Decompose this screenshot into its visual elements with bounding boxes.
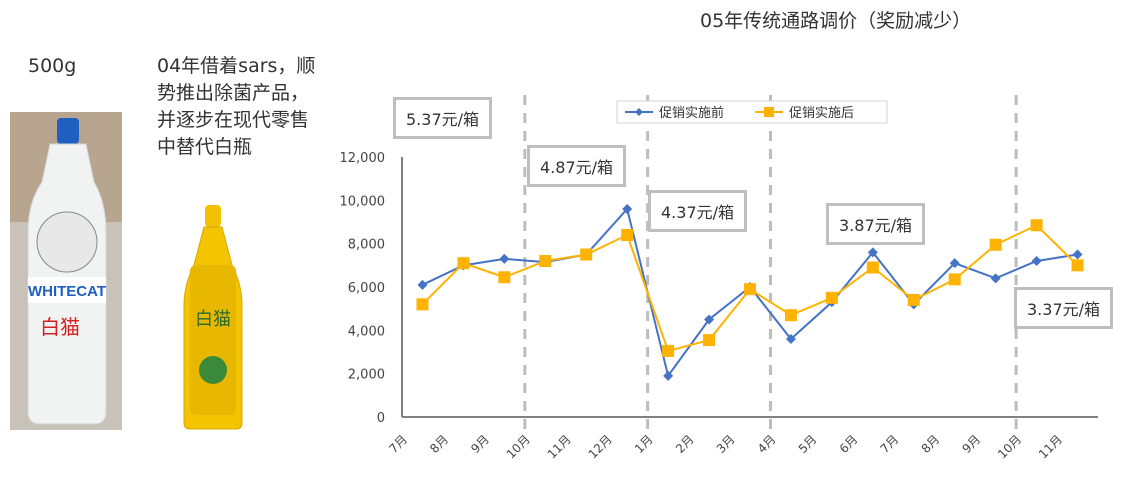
data-point-square xyxy=(457,257,470,270)
data-point-diamond xyxy=(417,279,428,290)
data-point-square xyxy=(866,261,879,274)
x-tick-label: 9月 xyxy=(468,432,492,456)
white-bottle-image: WHITECAT 白猫 xyxy=(10,112,122,430)
data-point-square xyxy=(907,294,920,306)
x-tick-label: 3月 xyxy=(714,432,738,456)
y-tick-label: 8,000 xyxy=(348,238,385,253)
svg-text:白猫: 白猫 xyxy=(195,309,231,330)
x-tick-label: 4月 xyxy=(755,432,779,456)
data-point-diamond xyxy=(785,334,796,344)
x-tick-label: 6月 xyxy=(837,432,861,456)
price-label-box: 4.87元/箱 xyxy=(527,145,627,187)
legend-box xyxy=(616,100,888,124)
y-tick-label: 6,000 xyxy=(348,281,385,296)
x-tick-label: 1月 xyxy=(632,432,656,456)
data-point-square xyxy=(744,283,756,296)
x-tick-label: 2月 xyxy=(673,432,697,456)
data-point-square xyxy=(703,334,716,347)
data-point-square xyxy=(416,298,429,311)
x-tick-label: 7月 xyxy=(386,432,410,456)
data-point-square xyxy=(948,273,961,286)
data-point-square xyxy=(621,229,634,241)
data-point-square xyxy=(580,248,593,261)
x-tick-label: 7月 xyxy=(878,432,902,456)
y-tick-label: 4,000 xyxy=(348,324,385,339)
x-tick-label: 8月 xyxy=(919,432,943,456)
legend-label: 促销实施前 xyxy=(659,105,724,121)
y-tick-label: 2,000 xyxy=(348,368,385,383)
y-tick-label: 0 xyxy=(377,411,385,426)
data-point-diamond xyxy=(1072,249,1083,260)
data-point-diamond xyxy=(622,204,633,214)
data-point-square xyxy=(1030,219,1043,232)
data-point-square xyxy=(498,271,511,284)
slide-title: 05年传统通路调价（奖励减少） xyxy=(700,10,972,32)
y-tick-label: 12,000 xyxy=(340,151,386,166)
description-text: 04年借着sars，顺势推出除菌产品，并逐步在现代零售中替代白瓶 xyxy=(157,55,316,158)
price-label-box: 5.37元/箱 xyxy=(393,97,493,139)
legend-marker xyxy=(764,107,774,117)
data-point-square xyxy=(784,309,797,322)
legend-label: 促销实施后 xyxy=(789,106,854,121)
data-point-square xyxy=(1071,259,1084,272)
data-point-diamond xyxy=(867,247,878,258)
data-point-square xyxy=(662,344,675,357)
data-point-diamond xyxy=(704,314,715,325)
x-tick-label: 11月 xyxy=(545,432,574,461)
data-point-square xyxy=(825,291,838,304)
x-tick-label: 5月 xyxy=(796,432,820,456)
x-tick-label: 11月 xyxy=(1036,432,1065,461)
x-tick-label: 9月 xyxy=(960,432,984,456)
svg-text:白猫: 白猫 xyxy=(40,315,80,339)
data-point-diamond xyxy=(949,258,960,269)
data-point-diamond xyxy=(1031,256,1042,266)
svg-text:WHITECAT: WHITECAT xyxy=(28,283,106,300)
weight-label: 500g xyxy=(28,55,77,77)
data-point-diamond xyxy=(990,273,1001,284)
data-point-diamond xyxy=(499,253,510,264)
x-tick-label: 10月 xyxy=(504,432,533,461)
y-tick-label: 10,000 xyxy=(340,194,386,209)
data-point-diamond xyxy=(663,370,674,381)
price-label-box: 3.37元/箱 xyxy=(1014,287,1114,329)
x-tick-label: 12月 xyxy=(586,432,615,461)
x-tick-label: 10月 xyxy=(995,432,1024,461)
data-point-square xyxy=(989,238,1002,251)
data-point-square xyxy=(539,255,552,267)
price-label-box: 4.37元/箱 xyxy=(648,190,748,232)
legend-marker xyxy=(635,108,643,116)
x-tick-label: 8月 xyxy=(427,432,451,456)
price-label-box: 3.87元/箱 xyxy=(826,203,926,245)
yellow-bottle-image: 白猫 xyxy=(183,205,243,430)
